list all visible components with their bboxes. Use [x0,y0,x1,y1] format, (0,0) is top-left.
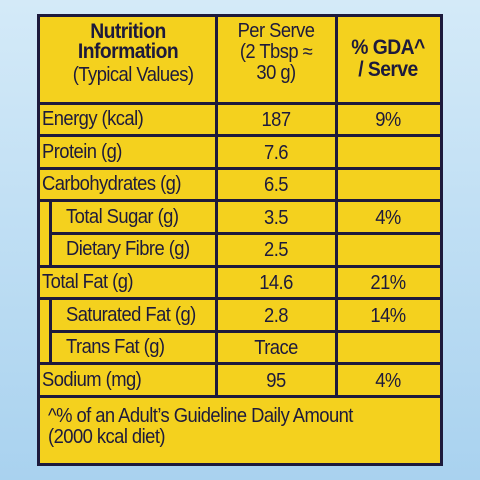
nutrient-label: Carbohydrates (g) [42,173,181,196]
nutrition-table: Nutrition Information (Typical Values) Per … [37,14,443,466]
per-serve-value: 95 [266,369,286,392]
nutrient-label: Sodium (mg) [42,368,142,391]
rule [40,297,440,301]
header-gda: / Serve [358,58,418,81]
gda-value: 4% [375,206,401,229]
per-serve-value: 14.6 [259,272,293,294]
gda-value: 14% [370,304,406,327]
gda-value: 21% [370,272,406,294]
per-serve-value: 7.6 [264,141,288,164]
footnote: (2000 kcal diet) [48,426,166,449]
header-gda: % GDA^ [351,36,425,59]
header-title: Nutrition [90,20,166,43]
nutrient-label: Total Fat (g) [42,271,134,293]
nutrient-label: Dietary Fibre (g) [66,238,190,261]
rule [40,199,440,203]
rule [50,329,440,333]
per-serve-value: 2.8 [264,304,288,327]
header-title: Information [77,40,179,63]
rule [49,331,52,364]
rule [40,101,440,105]
gda-value: 4% [375,369,401,392]
header-note: (Typical Values) [72,64,194,86]
per-serve-value: 6.5 [264,174,288,197]
rule [49,298,52,332]
rule [40,134,440,138]
header-per-serve: 30 g) [256,62,296,84]
rule [49,200,52,234]
per-serve-value: 2.5 [264,239,288,262]
header-per-serve: (2 Tbsp ≈ [239,41,313,63]
rule [40,394,440,398]
nutrient-label: Saturated Fat (g) [66,303,196,326]
gda-value: 9% [375,109,401,131]
per-serve-value: Trace [254,337,298,360]
rule [214,17,218,397]
nutrient-label: Total Sugar (g) [66,205,179,228]
rule [50,231,440,235]
rule [40,264,440,268]
rule [40,166,440,170]
nutrient-label: Trans Fat (g) [66,336,165,359]
rule [49,233,52,266]
nutrient-label: Energy (kcal) [42,108,144,130]
per-serve-value: 187 [261,109,291,131]
per-serve-value: 3.5 [264,206,288,229]
footnote: ^% of an Adult’s Guideline Daily Amount [48,405,353,428]
rule [334,17,338,397]
rule [40,362,440,366]
header-per-serve: Per Serve [237,20,315,42]
nutrient-label: Protein (g) [42,140,122,163]
